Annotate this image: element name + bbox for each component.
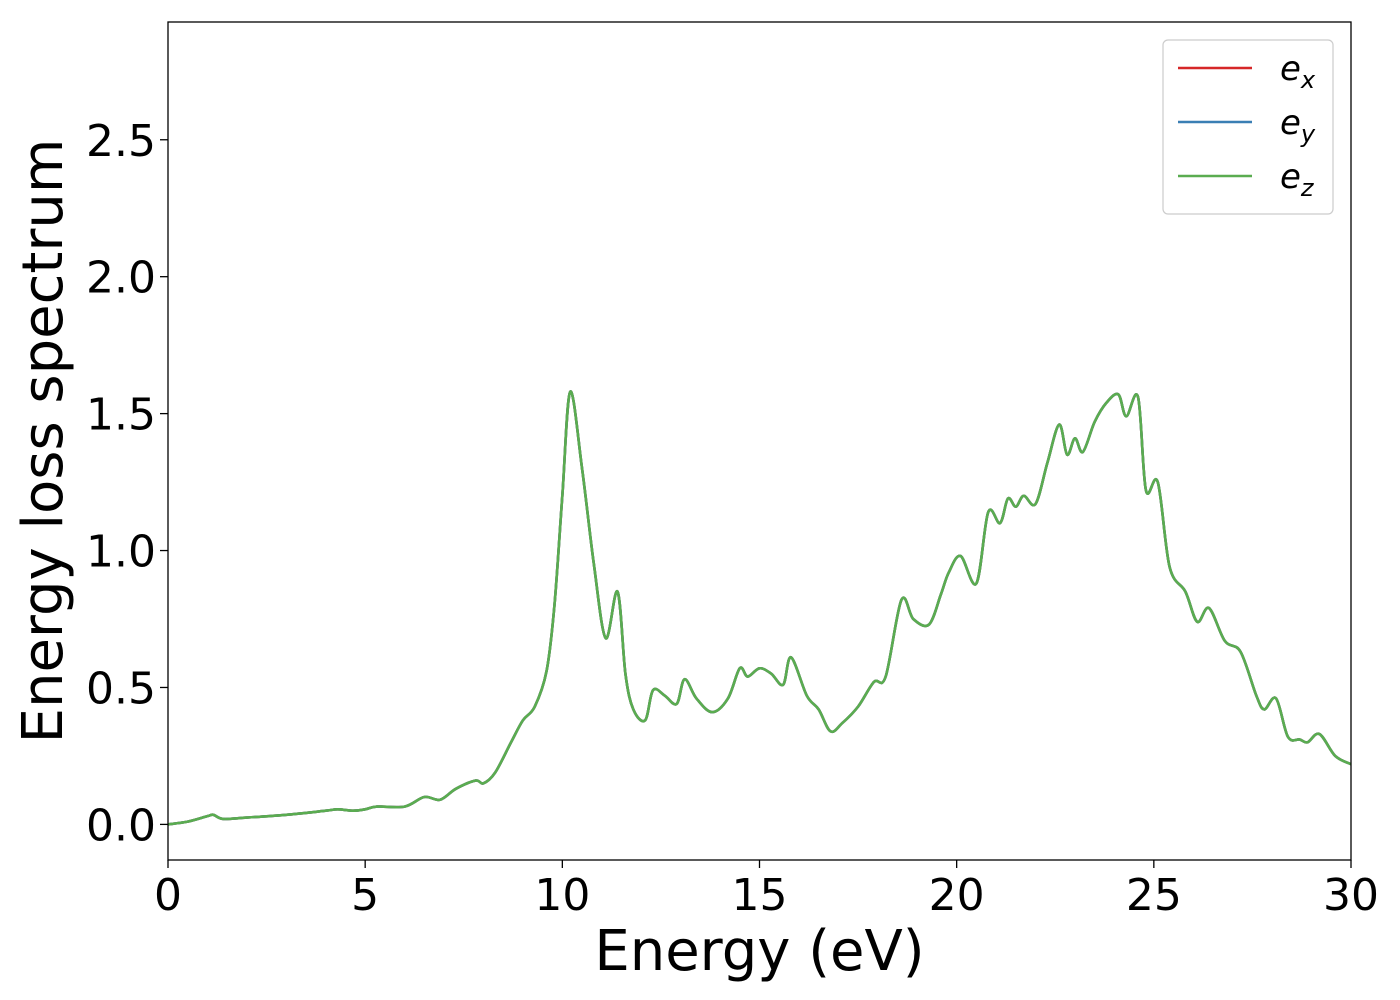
x-tick-label: 5 xyxy=(351,870,379,921)
y-axis: 0.0 0.5 1.0 1.5 2.0 2.5 xyxy=(86,116,168,851)
y-tick-label: 2.0 xyxy=(86,253,156,304)
y-tick-label: 1.0 xyxy=(86,527,156,578)
y-tick-label: 0.5 xyxy=(86,663,156,714)
legend-box xyxy=(1162,39,1334,215)
series-line-e-z xyxy=(168,390,1351,826)
x-axis: 0 5 10 15 20 25 30 xyxy=(154,860,1379,921)
y-tick-label: 1.5 xyxy=(86,390,156,441)
x-tick-label: 20 xyxy=(929,870,985,921)
legend-label: ex xyxy=(1280,49,1316,94)
legend-label-subscript: x xyxy=(1300,66,1316,94)
legend-label: ey xyxy=(1280,103,1316,148)
x-tick-label: 30 xyxy=(1323,870,1379,921)
x-tick-label: 15 xyxy=(732,870,788,921)
x-axis-label: Energy (eV) xyxy=(594,919,924,984)
legend-label-subscript: y xyxy=(1300,120,1316,148)
x-tick-label: 0 xyxy=(154,870,182,921)
legend-label-subscript: z xyxy=(1300,174,1315,202)
y-tick-label: 2.5 xyxy=(86,116,156,167)
series-layer xyxy=(168,390,1351,826)
x-tick-label: 25 xyxy=(1126,870,1182,921)
legend-label-base: e xyxy=(1280,157,1301,197)
legend-label-base: e xyxy=(1280,49,1301,89)
legend-label: ez xyxy=(1280,157,1315,202)
y-tick-label: 0.0 xyxy=(86,800,156,851)
y-axis-label: Energy loss spectrum xyxy=(11,139,76,744)
legend-label-base: e xyxy=(1280,103,1301,143)
x-tick-label: 10 xyxy=(534,870,590,921)
